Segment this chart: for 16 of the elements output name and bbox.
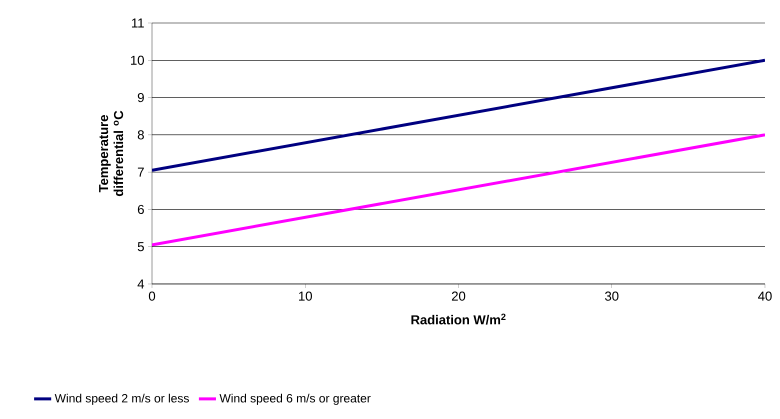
x-tick-label: 10 bbox=[299, 292, 312, 301]
legend-label: Wind speed 6 m/s or greater bbox=[220, 394, 371, 405]
x-tick-label: 20 bbox=[452, 292, 466, 301]
legend-label: Wind speed 2 m/s or less bbox=[54, 394, 189, 405]
x-tick-label: 0 bbox=[148, 292, 156, 301]
x-tick-label: 30 bbox=[605, 292, 618, 301]
y-tick-label: 6 bbox=[138, 204, 144, 214]
y-tick-label: 4 bbox=[138, 280, 144, 288]
y-tick-label: 10 bbox=[131, 56, 144, 65]
y-tick-label: 5 bbox=[138, 242, 144, 252]
x-tick-label: 40 bbox=[758, 292, 772, 301]
y-tick-label: 11 bbox=[132, 18, 144, 28]
y-tick-label: 7 bbox=[138, 168, 144, 177]
y-tick-label: 9 bbox=[138, 92, 144, 102]
y-tick-label: 8 bbox=[138, 130, 144, 140]
x-axis-title: Radiation W/m$^{2}$ bbox=[411, 314, 506, 325]
